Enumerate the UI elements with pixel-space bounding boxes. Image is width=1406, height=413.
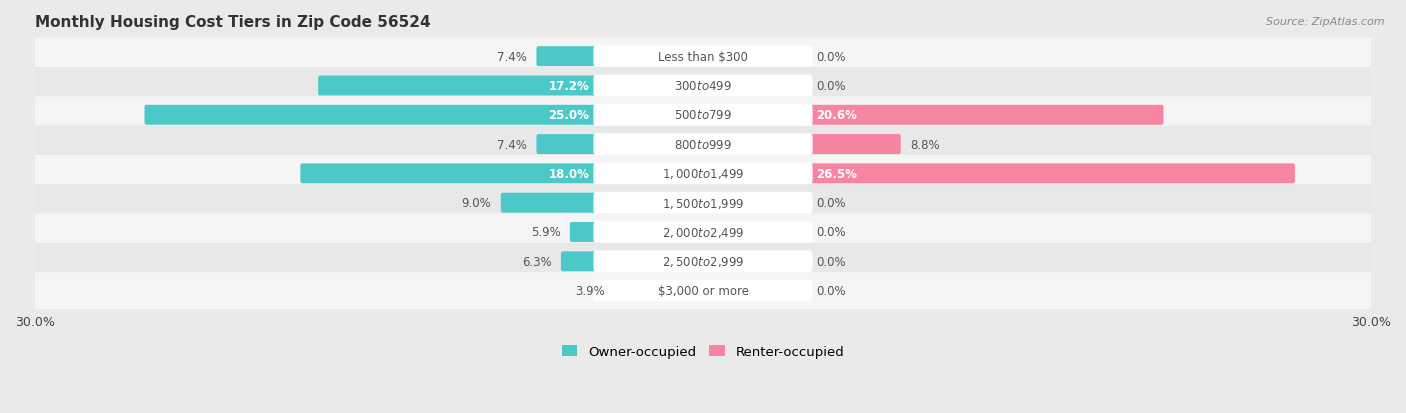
Text: 17.2%: 17.2% (548, 80, 589, 93)
FancyBboxPatch shape (593, 46, 813, 68)
Text: $1,000 to $1,499: $1,000 to $1,499 (662, 167, 744, 181)
Text: 0.0%: 0.0% (817, 255, 846, 268)
FancyBboxPatch shape (21, 185, 1385, 222)
FancyBboxPatch shape (301, 164, 704, 184)
Text: 6.3%: 6.3% (522, 255, 551, 268)
FancyBboxPatch shape (145, 106, 704, 126)
FancyBboxPatch shape (21, 243, 1385, 280)
Text: 0.0%: 0.0% (817, 197, 846, 210)
Legend: Owner-occupied, Renter-occupied: Owner-occupied, Renter-occupied (557, 339, 849, 363)
FancyBboxPatch shape (569, 223, 704, 242)
Text: Less than $300: Less than $300 (658, 50, 748, 64)
Text: 8.8%: 8.8% (910, 138, 939, 151)
Text: Monthly Housing Cost Tiers in Zip Code 56524: Monthly Housing Cost Tiers in Zip Code 5… (35, 15, 430, 30)
FancyBboxPatch shape (21, 97, 1385, 134)
Text: 5.9%: 5.9% (530, 226, 561, 239)
FancyBboxPatch shape (614, 281, 704, 301)
FancyBboxPatch shape (593, 134, 813, 156)
Text: 0.0%: 0.0% (817, 285, 846, 297)
FancyBboxPatch shape (593, 104, 813, 126)
Text: $500 to $799: $500 to $799 (673, 109, 733, 122)
Text: $3,000 or more: $3,000 or more (658, 285, 748, 297)
Text: 7.4%: 7.4% (498, 50, 527, 64)
FancyBboxPatch shape (593, 280, 813, 301)
FancyBboxPatch shape (702, 135, 901, 154)
FancyBboxPatch shape (593, 163, 813, 185)
FancyBboxPatch shape (593, 251, 813, 273)
FancyBboxPatch shape (593, 76, 813, 97)
Text: $300 to $499: $300 to $499 (673, 80, 733, 93)
FancyBboxPatch shape (21, 214, 1385, 251)
Text: 7.4%: 7.4% (498, 138, 527, 151)
Text: 25.0%: 25.0% (548, 109, 589, 122)
FancyBboxPatch shape (501, 193, 704, 213)
FancyBboxPatch shape (21, 156, 1385, 192)
FancyBboxPatch shape (318, 76, 704, 96)
Text: 20.6%: 20.6% (817, 109, 858, 122)
Text: 0.0%: 0.0% (817, 50, 846, 64)
Text: Source: ZipAtlas.com: Source: ZipAtlas.com (1267, 17, 1385, 26)
FancyBboxPatch shape (537, 47, 704, 67)
FancyBboxPatch shape (593, 222, 813, 243)
Text: $2,500 to $2,999: $2,500 to $2,999 (662, 255, 744, 268)
FancyBboxPatch shape (537, 135, 704, 154)
Text: 9.0%: 9.0% (461, 197, 492, 210)
FancyBboxPatch shape (21, 273, 1385, 309)
FancyBboxPatch shape (702, 106, 1164, 126)
Text: $800 to $999: $800 to $999 (673, 138, 733, 151)
Text: $2,000 to $2,499: $2,000 to $2,499 (662, 225, 744, 240)
FancyBboxPatch shape (21, 68, 1385, 104)
Text: 0.0%: 0.0% (817, 226, 846, 239)
FancyBboxPatch shape (593, 192, 813, 214)
Text: 3.9%: 3.9% (575, 285, 605, 297)
Text: 18.0%: 18.0% (548, 167, 589, 180)
FancyBboxPatch shape (561, 252, 704, 272)
FancyBboxPatch shape (21, 38, 1385, 76)
FancyBboxPatch shape (702, 164, 1295, 184)
Text: 0.0%: 0.0% (817, 80, 846, 93)
Text: 26.5%: 26.5% (817, 167, 858, 180)
Text: $1,500 to $1,999: $1,500 to $1,999 (662, 196, 744, 210)
FancyBboxPatch shape (21, 126, 1385, 163)
